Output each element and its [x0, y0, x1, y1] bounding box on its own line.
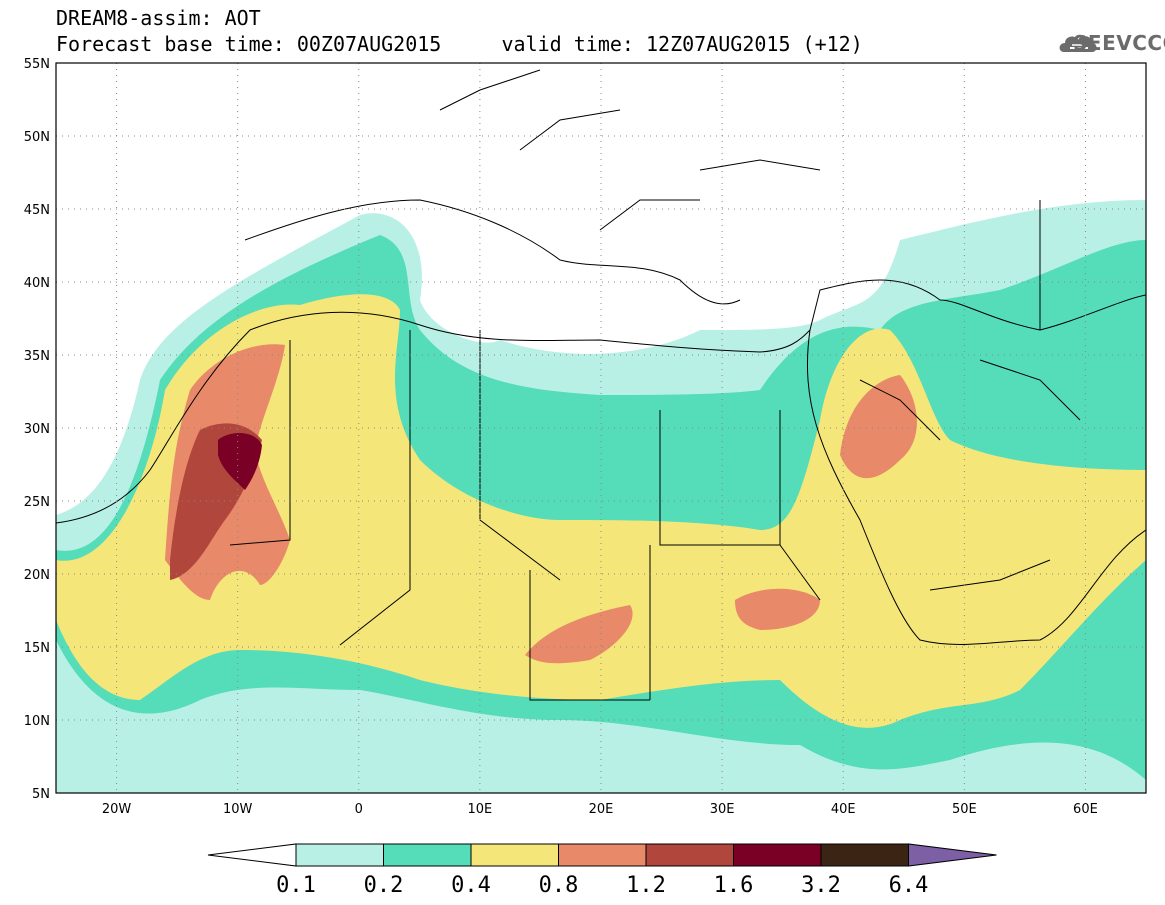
lat-tick-label: 35N [24, 349, 50, 364]
lon-tick-label: 30E [710, 802, 735, 817]
lat-tick-label: 10N [24, 714, 50, 729]
lat-tick-label: 30N [24, 422, 50, 437]
aot-contour-1.6 [218, 433, 262, 490]
colorbar-label: 3.2 [801, 873, 841, 898]
colorbar-box [733, 843, 822, 867]
colorbar-label: 0.4 [451, 873, 491, 898]
aot-contour-0.8-c [735, 588, 820, 630]
lat-tick-label: 45N [24, 203, 50, 218]
colorbar-box [383, 843, 472, 867]
colorbar-label: 0.8 [539, 873, 579, 898]
lon-tick-label: 50E [952, 802, 977, 817]
colorbar-label: 0.1 [276, 873, 316, 898]
lon-tick-label: 10W [223, 802, 253, 817]
lat-tick-label: 40N [24, 276, 50, 291]
aot-field [56, 63, 1146, 793]
colorbar-label: 1.2 [626, 873, 666, 898]
colorbar-box [558, 843, 647, 867]
colorbar-label: 1.6 [714, 873, 754, 898]
latitude-labels: 5N 10N 15N 20N 25N 30N 35N 40N 45N 50N 55N [24, 57, 50, 802]
longitude-labels: 20W 10W 0 10E 20E 30E 40E 50E 60E [102, 802, 1098, 817]
map-frame [55, 62, 1147, 794]
map-title: DREAM8-assim: AOT [56, 6, 261, 30]
lon-tick-label: 40E [831, 802, 856, 817]
lat-tick-label: 55N [24, 57, 50, 72]
logo-text: SEEVCCC [1073, 31, 1165, 55]
lat-tick-label: 5N [32, 787, 50, 802]
colorbar-box [295, 843, 384, 867]
coastlines [56, 69, 1146, 701]
lat-tick-label: 50N [24, 130, 50, 145]
colorbar-under-triangle [207, 843, 297, 867]
seevccc-logo-icon [1059, 36, 1097, 52]
lon-tick-label: 10E [468, 802, 493, 817]
colorbar-box [470, 843, 559, 867]
colorbar-box [645, 843, 734, 867]
lon-tick-label: 20W [102, 802, 132, 817]
lon-tick-label: 20E [589, 802, 614, 817]
lat-tick-label: 20N [24, 568, 50, 583]
forecast-time-line: Forecast base time: 00Z07AUG2015 valid t… [56, 32, 863, 56]
colorbar-box [820, 843, 909, 867]
aot-contour-0.8-b [840, 375, 917, 479]
lat-tick-label: 15N [24, 641, 50, 656]
lat-tick-label: 25N [24, 495, 50, 510]
colorbar-over-triangle [908, 843, 997, 867]
lon-tick-label: 0 [355, 802, 363, 817]
aot-contour-0.8-d [525, 605, 633, 664]
colorbar-label: 0.2 [364, 873, 404, 898]
lon-tick-label: 60E [1073, 802, 1098, 817]
colorbar-label: 6.4 [889, 873, 929, 898]
